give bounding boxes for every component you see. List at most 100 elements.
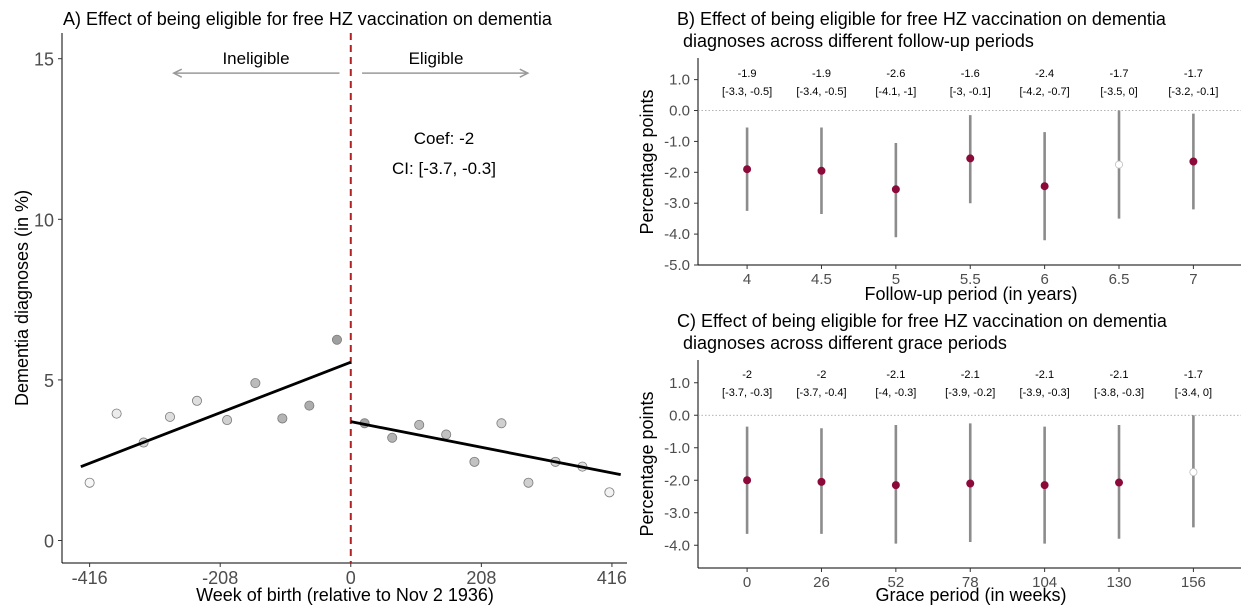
- point-estimate: [1040, 481, 1049, 490]
- binned-point: [496, 418, 507, 429]
- panel-b-x-tick-label: 6: [1040, 271, 1048, 288]
- panel-b-x-tick-label: 7: [1189, 271, 1197, 288]
- panel-c-y-label: Percentage points: [637, 391, 657, 536]
- panel-c-x-tick-label: 78: [962, 574, 979, 591]
- ci-label: [-4, -0.3]: [875, 387, 916, 399]
- panel-a-x-ticks: -416 -208 0 208 416: [72, 563, 627, 588]
- panel-b-estimates: [743, 110, 1198, 241]
- estimate-label: -1.9: [738, 68, 757, 80]
- panel-c-y-tick-label: 0.0: [669, 407, 690, 424]
- binned-point: [277, 413, 288, 424]
- panel-a-y-label: Dementia diagnoses (in %): [12, 190, 32, 406]
- panel-c-estimate-labels: -2 [-3.7, -0.3] -2 [-3.7, -0.4] -2.1 [-4, -0.…: [722, 369, 1212, 399]
- ci-label: [-4.2, -0.7]: [1020, 86, 1070, 98]
- estimate-label: -2: [742, 369, 752, 381]
- estimate-label: -2.4: [1035, 68, 1054, 80]
- point-estimate: [743, 165, 752, 174]
- binned-point: [250, 378, 261, 389]
- ci-label: [-3.7, -0.4]: [796, 387, 846, 399]
- binned-point: [164, 411, 175, 422]
- ci-label: [-3.9, -0.3]: [1020, 387, 1070, 399]
- ci-label: [-3.7, -0.3]: [722, 387, 772, 399]
- binned-point: [414, 419, 425, 430]
- panel-c-x-ticks: 0 26 52 78 104 130 156: [743, 568, 1206, 591]
- estimate-label: -1.9: [812, 68, 831, 80]
- panel-b-y-tick-label: -4.0: [664, 226, 690, 243]
- point-estimate: [1040, 182, 1049, 191]
- panel-c-y-tick-label: -1.0: [664, 440, 690, 457]
- eligible-arrowhead: [519, 68, 530, 78]
- panel-b-x-tick-label: 5: [892, 271, 900, 288]
- panel-a-title: A) Effect of being eligible for free HZ …: [63, 9, 553, 29]
- panel-c-title-line2: diagnoses across different grace periods: [683, 333, 1007, 353]
- panel-c-x-tick-label: 0: [743, 574, 751, 591]
- ci-label: [-4.1, -1]: [875, 86, 916, 98]
- ci-label: [-3.3, -0.5]: [722, 86, 772, 98]
- panel-c-estimates: [743, 415, 1198, 544]
- binned-point: [304, 400, 315, 411]
- binned-points: [84, 334, 615, 498]
- point-estimate: [817, 477, 826, 486]
- binned-point: [331, 334, 342, 345]
- binned-point: [222, 415, 233, 426]
- panel-c-y-tick-label: 1.0: [669, 375, 690, 392]
- panel-a-x-tick-label: 0: [346, 568, 356, 588]
- panel-b-y-tick-label: -1.0: [664, 133, 690, 150]
- panel-b-x-tick-label: 4: [743, 271, 751, 288]
- estimate-label: -1.6: [961, 68, 980, 80]
- panel-a-y-tick-label: 15: [34, 50, 54, 70]
- panel-b-x-label: Follow-up period (in years): [864, 284, 1077, 304]
- binned-point: [387, 432, 398, 443]
- point-estimate: [1189, 157, 1198, 166]
- panel-c-x-tick-label: 26: [813, 574, 830, 591]
- point-estimate: [966, 154, 975, 163]
- panel-b-title: B) Effect of being eligible for free HZ …: [677, 9, 1167, 29]
- panel-c-x-tick-label: 130: [1106, 574, 1131, 591]
- binned-point: [469, 456, 480, 467]
- panel-b-y-tick-label: 0.0: [669, 103, 690, 120]
- point-estimate: [891, 185, 900, 194]
- panel-b-y-ticks: 1.0 0.0 -1.0 -2.0 -3.0 -4.0 -5.0: [664, 72, 698, 274]
- eligible-label: Eligible: [409, 49, 464, 68]
- estimate-label: -2: [817, 369, 827, 381]
- binned-point: [84, 477, 95, 488]
- panel-b-y-tick-label: -5.0: [664, 257, 690, 274]
- fit-line-right: [350, 420, 621, 477]
- binned-point: [111, 408, 122, 419]
- panel-b-x-tick-label: 6.5: [1109, 271, 1130, 288]
- panel-c-y-ticks: 1.0 0.0 -1.0 -2.0 -3.0 -4.0: [664, 375, 698, 554]
- panel-b-y-tick-label: -2.0: [664, 164, 690, 181]
- binned-point: [441, 429, 452, 440]
- panel-a-x-tick-label: -416: [72, 568, 108, 588]
- eligibility-arrows: Ineligible Eligible: [172, 49, 530, 78]
- estimate-label: -2.6: [886, 68, 905, 80]
- point-estimate: [966, 479, 975, 488]
- estimate-label: -2.1: [1110, 369, 1129, 381]
- panel-c-y-tick-label: -2.0: [664, 472, 690, 489]
- panel-a-x-tick-label: 416: [597, 568, 627, 588]
- fit-line-left: [80, 360, 352, 468]
- panel-b-x-tick-label: 4.5: [811, 271, 832, 288]
- point-estimate: [743, 476, 752, 485]
- estimate-label: -1.7: [1184, 68, 1203, 80]
- panel-c-title: C) Effect of being eligible for free HZ …: [677, 311, 1168, 331]
- ci-label: [-3.5, 0]: [1100, 86, 1137, 98]
- panel-b-estimate-labels: -1.9 [-3.3, -0.5] -1.9 [-3.4, -0.5] -2.6 [-4.…: [722, 68, 1218, 98]
- ineligible-label: Ineligible: [222, 49, 289, 68]
- panel-a-y-tick-label: 10: [34, 210, 54, 230]
- panel-b-x-tick-label: 5.5: [960, 271, 981, 288]
- panel-a-y-tick-label: 5: [44, 371, 54, 391]
- ci-label: [-3.9, -0.2]: [945, 387, 995, 399]
- point-estimate: [1115, 160, 1124, 169]
- estimate-label: -1.7: [1184, 369, 1203, 381]
- panel-b-y-tick-label: 1.0: [669, 72, 690, 89]
- ci-label: [-3.4, 0]: [1175, 387, 1212, 399]
- point-estimate: [1189, 468, 1198, 477]
- estimate-label: -1.7: [1110, 68, 1129, 80]
- ci-label: [-3, -0.1]: [950, 86, 991, 98]
- ci-annotation: CI: [-3.7, -0.3]: [392, 159, 496, 178]
- panel-c-x-tick-label: 52: [888, 574, 905, 591]
- panel-a-y-tick-label: 0: [44, 532, 54, 552]
- panel-a-x-label: Week of birth (relative to Nov 2 1936): [196, 585, 494, 605]
- panel-a: A) Effect of being eligible for free HZ …: [12, 9, 627, 605]
